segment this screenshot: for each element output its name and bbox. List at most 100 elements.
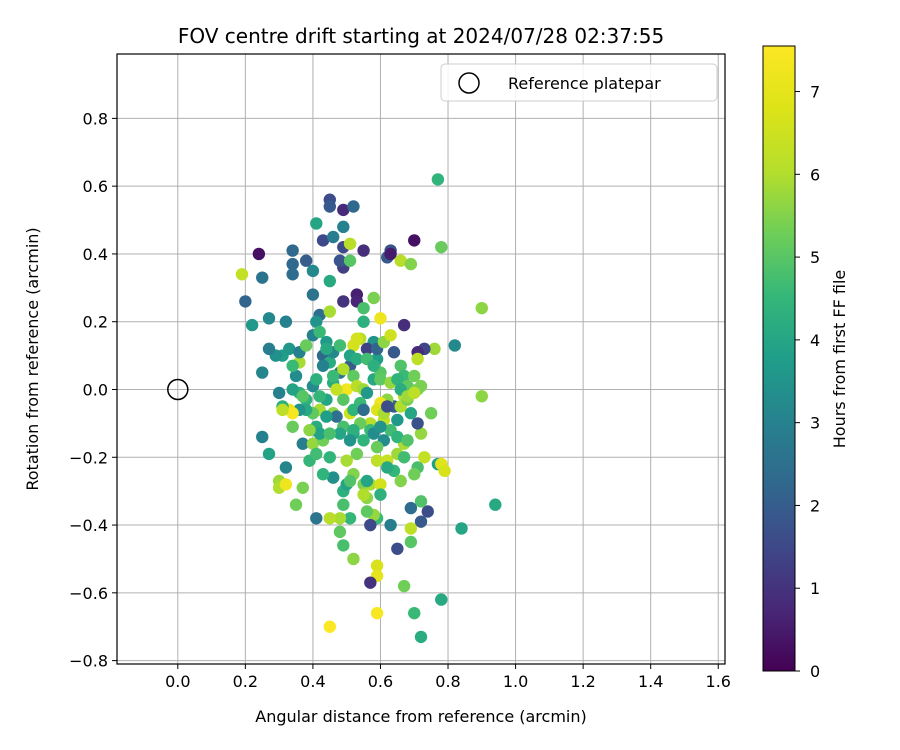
reference-marker bbox=[167, 378, 189, 401]
data-point bbox=[404, 257, 418, 271]
data-point bbox=[357, 403, 370, 417]
data-point bbox=[279, 461, 293, 474]
data-point bbox=[448, 339, 461, 352]
data-point bbox=[370, 454, 384, 467]
data-point bbox=[316, 359, 330, 372]
data-point bbox=[394, 474, 407, 488]
data-point bbox=[435, 593, 448, 606]
data-point bbox=[408, 234, 421, 247]
y-axis-ticks: −0.8 −0.6 −0.4 −0.2 0.0 0.2 0.4 0.6 0.8 bbox=[69, 109, 117, 671]
data-point bbox=[367, 359, 380, 372]
data-point bbox=[394, 359, 407, 372]
x-tick-label: 1.0 bbox=[503, 672, 528, 691]
data-point bbox=[326, 369, 340, 383]
data-point bbox=[408, 606, 421, 620]
data-point bbox=[391, 373, 404, 386]
data-point bbox=[256, 366, 269, 379]
data-point bbox=[475, 390, 488, 403]
data-point bbox=[357, 301, 370, 315]
data-point bbox=[374, 373, 387, 386]
data-point bbox=[370, 606, 384, 620]
data-point bbox=[286, 420, 299, 433]
data-point bbox=[333, 339, 347, 352]
data-point bbox=[330, 410, 343, 423]
data-point bbox=[435, 240, 448, 254]
data-point bbox=[404, 522, 418, 535]
data-point bbox=[340, 383, 353, 396]
data-point bbox=[296, 437, 309, 450]
colorbar-label: Hours from first FF file bbox=[830, 270, 849, 449]
data-point bbox=[411, 417, 424, 430]
data-point bbox=[262, 342, 276, 356]
data-point bbox=[310, 217, 323, 230]
data-point bbox=[357, 488, 370, 501]
y-tick-label: −0.2 bbox=[69, 448, 108, 467]
x-tick-label: 0.6 bbox=[368, 672, 393, 691]
data-point bbox=[364, 576, 377, 589]
y-tick-label: 0.8 bbox=[83, 109, 108, 128]
data-point bbox=[262, 447, 276, 461]
data-point bbox=[286, 268, 299, 281]
data-point bbox=[310, 373, 323, 386]
data-point bbox=[326, 230, 340, 244]
data-point bbox=[397, 579, 411, 593]
data-point bbox=[360, 474, 374, 488]
data-point bbox=[313, 390, 326, 403]
data-point bbox=[310, 447, 323, 461]
data-point bbox=[279, 315, 293, 328]
data-point bbox=[414, 630, 428, 644]
data-point bbox=[391, 413, 404, 427]
data-point bbox=[401, 434, 414, 447]
data-point bbox=[333, 427, 347, 440]
data-point bbox=[337, 220, 350, 234]
data-point bbox=[323, 427, 336, 440]
data-point bbox=[286, 407, 299, 420]
data-point bbox=[323, 451, 336, 464]
data-point bbox=[299, 254, 313, 267]
legend: Reference platepar bbox=[440, 63, 718, 102]
colorbar-tick-label: 2 bbox=[810, 496, 820, 515]
data-point bbox=[384, 329, 397, 342]
data-point bbox=[320, 342, 333, 356]
data-point bbox=[370, 559, 384, 572]
data-point bbox=[384, 247, 397, 261]
data-point bbox=[252, 247, 266, 261]
x-tick-label: 1.4 bbox=[638, 672, 663, 691]
colorbar-tick-label: 6 bbox=[810, 165, 820, 184]
data-point bbox=[337, 539, 350, 552]
y-tick-label: 0.0 bbox=[83, 381, 108, 400]
data-point bbox=[272, 386, 286, 400]
plot-frame bbox=[116, 53, 726, 665]
data-point bbox=[404, 535, 418, 549]
data-point bbox=[289, 498, 303, 511]
data-point bbox=[256, 271, 269, 284]
data-point bbox=[357, 434, 370, 447]
data-point bbox=[374, 488, 387, 501]
x-tick-label: 0.0 bbox=[165, 672, 190, 691]
data-point bbox=[455, 522, 468, 535]
data-point bbox=[397, 318, 411, 332]
data-point bbox=[337, 203, 350, 217]
data-point bbox=[489, 498, 502, 511]
data-point bbox=[330, 383, 343, 396]
data-point bbox=[391, 430, 404, 444]
x-tick-label: 0.4 bbox=[300, 672, 325, 691]
data-point bbox=[316, 234, 330, 247]
data-point bbox=[306, 288, 320, 301]
data-point bbox=[381, 400, 394, 413]
data-point bbox=[343, 434, 357, 447]
data-point bbox=[323, 620, 336, 633]
data-point bbox=[414, 427, 428, 440]
x-tick-label: 1.6 bbox=[706, 672, 731, 691]
x-axis-label: Angular distance from reference (arcmin) bbox=[255, 707, 586, 726]
data-point bbox=[360, 505, 374, 518]
colorbar-tick-label: 1 bbox=[810, 579, 820, 598]
data-point bbox=[276, 403, 289, 417]
data-point bbox=[245, 318, 259, 332]
reference-platepar-marker bbox=[167, 378, 189, 401]
data-point bbox=[421, 505, 434, 518]
data-point bbox=[262, 312, 276, 325]
colorbar: 0 1 2 3 4 5 6 7 Hours from first FF file bbox=[762, 45, 849, 681]
data-point bbox=[303, 423, 316, 437]
data-point bbox=[397, 451, 411, 464]
